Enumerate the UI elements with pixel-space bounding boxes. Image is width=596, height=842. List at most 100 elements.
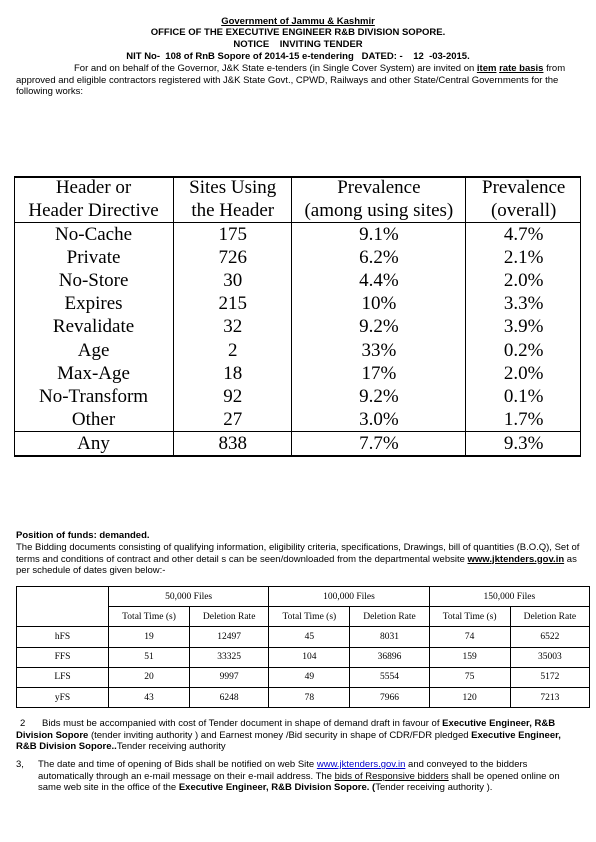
row-label: hFS <box>16 626 109 648</box>
table-cell: 159 <box>428 646 511 668</box>
table-cell: 7966 <box>349 686 430 709</box>
row-label: LFS <box>16 666 109 688</box>
cell-directive: Private <box>66 247 121 269</box>
subheader-total-time: Total Time (s) <box>428 606 511 628</box>
cell-directive: Other <box>71 408 116 430</box>
table-cell: 6248 <box>189 686 270 709</box>
subheader-total-time: Total Time (s) <box>107 606 191 628</box>
table-cell: 19 <box>107 626 191 648</box>
col-header-directive: Header or Header Directive <box>14 176 174 223</box>
cell-prevalence-overall: 3.9% <box>465 315 581 339</box>
item3-website-link[interactable]: www.jktenders.gov.in <box>316 759 406 770</box>
nit-line: NIT No- 108 of RnB Sopore of 2014-15 e-t… <box>126 51 470 62</box>
item-3-paragraph: The date and time of opening of Bids sha… <box>38 759 584 794</box>
cell-prevalence-using: 9.2% <box>291 315 466 339</box>
item2-bold-b: Executive Engineer, R&B Division Sopore.… <box>16 729 561 753</box>
table-row: Max-Age 18 17% 2.0% <box>14 361 581 385</box>
cell-sites: 18 <box>173 361 292 385</box>
table-cell: 6522 <box>509 626 591 648</box>
table-row-total: Any 838 7.7% 9.3% <box>14 430 581 455</box>
table-cell: 9997 <box>189 666 270 688</box>
cell-prevalence-using: 6.2% <box>291 246 466 270</box>
cell-prevalence-overall: 2.0% <box>465 361 581 385</box>
group-header-row: 50,000 Files 100,000 Files 150,000 Files <box>16 585 591 628</box>
website-link[interactable]: www.jktenders.gov.in <box>467 553 565 565</box>
cell-directive: No-Cache <box>55 224 133 246</box>
table-cell: 43 <box>107 686 191 709</box>
table-cell: 51 <box>107 646 191 668</box>
table-cell: 36896 <box>349 646 430 668</box>
empty-corner-cell <box>16 585 109 628</box>
cell-prevalence-using: 3.0% <box>291 407 466 432</box>
table-row: hFS 19 12497 45 8031 74 6522 <box>16 626 591 648</box>
table-row: No-Transform 92 9.2% 0.1% <box>14 384 581 408</box>
subheader-deletion-rate: Deletion Rate <box>349 606 430 628</box>
item3-text-b: and conveyed to the bidders automaticall… <box>38 759 528 782</box>
cell-prevalence-overall: 3.3% <box>465 292 581 316</box>
table-cell: 5554 <box>349 666 430 688</box>
cell-directive: Expires <box>64 293 123 315</box>
table-cell: 104 <box>268 646 351 668</box>
cell-sites: 215 <box>173 292 292 316</box>
intro-text-a: For and on behalf of the Governor, J&K S… <box>74 63 477 74</box>
cache-header-table: Header or Header Directive Sites Using the… <box>14 176 581 455</box>
table-cell: 33325 <box>189 646 270 668</box>
cell-prevalence-using: 10% <box>291 292 466 316</box>
cell-prevalence-using: 33% <box>291 338 466 362</box>
cell-directive: No-Transform <box>39 385 149 407</box>
group-100000: 100,000 Files <box>268 585 430 608</box>
table-cell: 7213 <box>509 686 591 709</box>
item-rate-b: rate basis <box>499 63 544 74</box>
cell-sites: 726 <box>173 246 292 270</box>
cell-prevalence-overall: 0.1% <box>465 384 581 408</box>
government-title: Government of Jammu & Kashmir <box>221 16 375 27</box>
cell-sites: 27 <box>173 407 292 432</box>
item3-text-c: shall be opened online on same web site … <box>38 770 560 794</box>
cell-prevalence-using: 9.2% <box>291 384 466 408</box>
cell-directive: Max-Age <box>57 362 130 384</box>
table-cell: 74 <box>428 626 511 648</box>
group-50000: 50,000 Files <box>107 585 270 608</box>
table-cell: 20 <box>107 666 191 688</box>
table-cell: 35003 <box>509 646 591 668</box>
subheader-deletion-rate: Deletion Rate <box>189 606 270 628</box>
item2-text-b: (tender inviting authority ) and Earnest… <box>88 729 472 741</box>
row-label: FFS <box>16 646 109 668</box>
table-row: Expires 215 10% 3.3% <box>14 292 581 316</box>
cell-sites: 92 <box>173 384 292 408</box>
subheader-deletion-rate: Deletion Rate <box>509 606 591 628</box>
table-row: Age 2 33% 0.2% <box>14 338 581 362</box>
cell-prevalence-overall: 2.1% <box>465 246 581 270</box>
row-label: yFS <box>16 686 109 709</box>
table-cell: 45 <box>268 626 351 648</box>
table-row: Other 27 3.0% 1.7% <box>14 407 581 432</box>
item2-bold-a: Executive Engineer, R&B Division Sopore <box>16 718 556 741</box>
item-2-paragraph: Bids must be accompanied with cost of Te… <box>16 718 584 753</box>
group-150000: 150,000 Files <box>428 585 591 608</box>
item-2-number: 2 <box>20 718 26 729</box>
cell-prevalence-using: 17% <box>291 361 466 385</box>
cell-prevalence-overall: 1.7% <box>465 407 581 432</box>
intro-paragraph: For and on behalf of the Governor, J&K S… <box>16 63 582 98</box>
cell-directive: Any <box>14 430 174 455</box>
intro-text-b: from approved and eligible contractors r… <box>16 63 566 97</box>
funds-heading: Position of funds: demanded. <box>16 530 150 541</box>
table-cell: 49 <box>268 666 351 688</box>
table-row: Private 726 6.2% 2.1% <box>14 246 581 270</box>
funds-text-b: as per schedule of dates given below:- <box>16 553 577 577</box>
table-row: FFS 51 33325 104 36896 159 35003 <box>16 646 591 668</box>
cell-prevalence-overall: 2.0% <box>465 269 581 293</box>
office-title: OFFICE OF THE EXECUTIVE ENGINEER R&B DIV… <box>150 27 446 38</box>
notice-title: NOTICE INVITING TENDER <box>233 39 363 50</box>
table-header-row: Header or Header Directive Sites Using the… <box>14 176 581 223</box>
cell-sites: 30 <box>173 269 292 293</box>
col-header-sites: Sites Using the Header <box>173 176 292 223</box>
cell-prevalence-overall: 0.2% <box>465 338 581 362</box>
table-cell: 8031 <box>349 626 430 648</box>
table-row: yFS 43 6248 78 7966 120 7213 <box>16 686 591 709</box>
funds-text-a: The Bidding documents consisting of qual… <box>16 542 580 565</box>
item2-text-a: Bids must be accompanied with cost of Te… <box>42 718 443 729</box>
item-rate-a: item <box>476 63 497 74</box>
col-header-prevalence-overall: Prevalence (overall) <box>465 176 581 223</box>
cell-sites: 2 <box>173 338 292 362</box>
